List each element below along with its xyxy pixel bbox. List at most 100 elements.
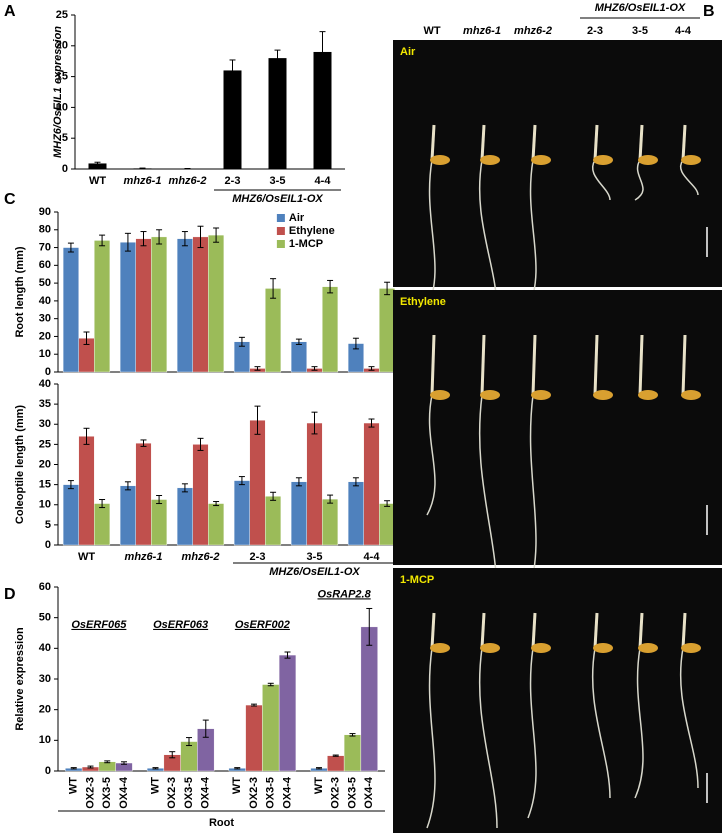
error-bar (229, 59, 236, 82)
error-bar (213, 501, 220, 507)
x-tick-label: mhz6-1 (125, 551, 163, 563)
x-tick-label: mhz6-2 (182, 551, 220, 563)
bar (135, 238, 152, 373)
error-bar (67, 242, 74, 253)
seed (531, 155, 551, 165)
error-bar (186, 737, 193, 747)
coleoptile (593, 612, 599, 649)
error-bar (274, 49, 281, 67)
error-bar (270, 491, 277, 501)
y-tick-label: 30 (39, 673, 51, 685)
category-label: OsRAP2.8 (318, 588, 372, 600)
root (478, 647, 498, 829)
bar (192, 236, 209, 373)
error-bar (181, 231, 188, 247)
y-tick-label: 10 (39, 499, 51, 511)
bar (290, 481, 307, 546)
root (634, 647, 644, 799)
root (592, 159, 611, 201)
y-tick-label: 60 (39, 581, 51, 593)
error-bar (284, 651, 291, 659)
error-bar (213, 227, 220, 243)
error-bar (83, 331, 90, 345)
y-axis-label: Root length (mm) (14, 246, 26, 337)
error-bar (181, 483, 188, 493)
coleoptile (480, 124, 486, 161)
group-label: MHZ6/OsEIL1-OX (269, 566, 360, 578)
seed (593, 155, 613, 165)
seed (531, 390, 551, 400)
error-bar (67, 480, 74, 490)
x-tick-label: WT (68, 777, 80, 794)
x-tick-label: OX4-4 (281, 776, 293, 809)
y-tick-label: 5 (45, 519, 51, 531)
y-tick-label: 20 (56, 40, 68, 52)
error-bar (139, 167, 146, 170)
error-bar (349, 733, 356, 737)
error-bar (124, 481, 131, 491)
error-bar (368, 366, 375, 371)
coleoptile (430, 334, 436, 396)
seed (480, 155, 500, 165)
coleoptile (430, 612, 436, 649)
error-bar (327, 494, 334, 504)
bar (290, 341, 307, 373)
bar (265, 288, 282, 373)
bar (223, 70, 242, 169)
root (426, 394, 436, 516)
panel-letter: A (4, 3, 16, 20)
error-bar (70, 767, 77, 770)
bar (88, 163, 107, 169)
bar (151, 499, 168, 546)
bar (62, 247, 79, 373)
error-bar (197, 225, 204, 249)
error-bar (87, 765, 94, 769)
bar (245, 704, 263, 772)
x-tick-label: OX4-4 (118, 776, 130, 809)
y-tick-label: 5 (62, 132, 68, 144)
photo (393, 290, 722, 565)
panel-letter: C (4, 191, 16, 208)
x-tick-label: WT (78, 551, 95, 563)
error-bar (250, 703, 257, 707)
seed (593, 390, 613, 400)
bar (306, 422, 323, 546)
root (680, 159, 699, 196)
error-bar (202, 719, 209, 738)
bar (151, 236, 168, 373)
bar (176, 487, 193, 546)
y-tick-label: 10 (39, 348, 51, 360)
bar (208, 503, 225, 546)
seed (681, 643, 701, 653)
legend-swatch (276, 240, 285, 248)
bar (208, 234, 225, 373)
photo-header: mhz6-2 (514, 25, 552, 37)
error-bar (104, 760, 111, 764)
x-tick-label: OX2-3 (330, 777, 342, 809)
x-tick-label: WT (89, 175, 106, 187)
x-axis-label: Root (209, 817, 234, 829)
legend-label: 1-MCP (289, 238, 323, 250)
bar (192, 444, 209, 546)
panel-letter: B (703, 3, 715, 20)
coleoptile (480, 334, 486, 396)
error-bar (327, 279, 334, 294)
error-bar (99, 499, 106, 509)
photo (393, 568, 722, 833)
y-tick-label: 0 (45, 539, 51, 551)
bar (379, 503, 396, 546)
error-bar (267, 682, 274, 687)
root (527, 647, 537, 819)
error-bar (99, 234, 106, 247)
bar (327, 755, 345, 772)
seed (681, 390, 701, 400)
error-bar (315, 767, 322, 770)
coleoptile (638, 334, 644, 396)
legend-swatch (276, 214, 285, 222)
y-tick-label: 10 (56, 101, 68, 113)
error-bar (140, 231, 147, 247)
photo-header: 4-4 (675, 25, 692, 37)
x-tick-label: WT (149, 777, 161, 794)
bar (135, 442, 152, 546)
